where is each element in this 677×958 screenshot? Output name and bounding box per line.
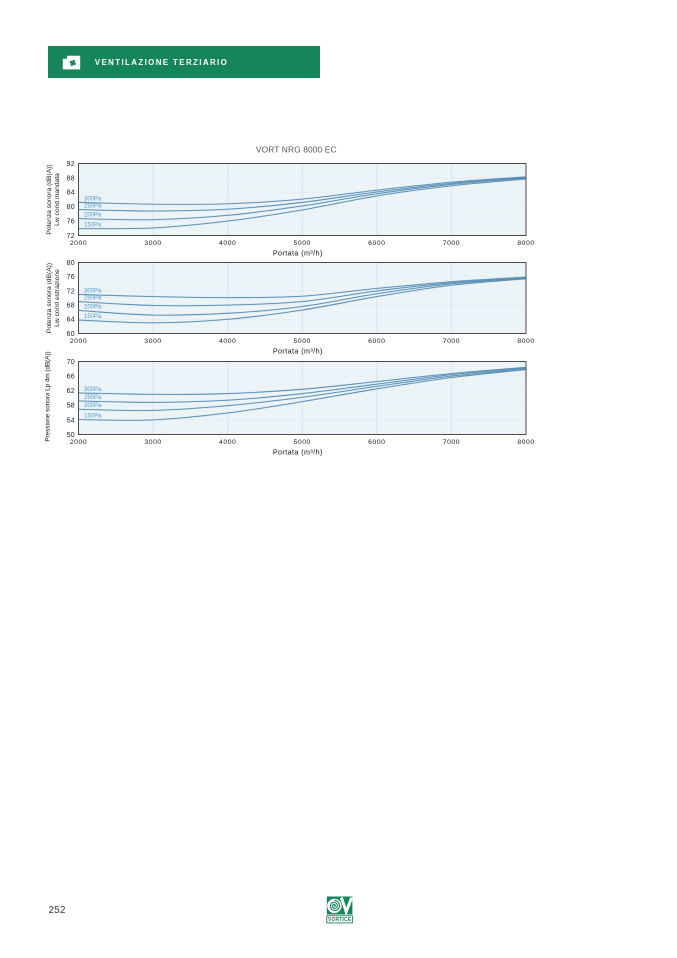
svg-text:7000: 7000 bbox=[443, 240, 460, 247]
svg-text:300Pa: 300Pa bbox=[84, 387, 102, 393]
svg-text:Potenza sonora (dB(A)): Potenza sonora (dB(A)) bbox=[46, 164, 53, 234]
svg-text:150Pa: 150Pa bbox=[84, 314, 102, 320]
svg-text:Portata (m³/h): Portata (m³/h) bbox=[273, 448, 323, 457]
svg-text:2000: 2000 bbox=[70, 338, 87, 345]
svg-text:80: 80 bbox=[67, 204, 75, 211]
svg-text:7000: 7000 bbox=[443, 338, 460, 345]
svg-text:64: 64 bbox=[67, 317, 75, 324]
svg-text:8000: 8000 bbox=[517, 240, 534, 247]
svg-text:84: 84 bbox=[67, 190, 75, 197]
svg-text:7000: 7000 bbox=[443, 439, 460, 446]
svg-text:Pressione sonora Lp 4m (dB(A)): Pressione sonora Lp 4m (dB(A)) bbox=[45, 351, 52, 441]
svg-text:68: 68 bbox=[67, 303, 75, 310]
svg-text:5000: 5000 bbox=[294, 439, 311, 446]
svg-text:Lw cond mandata: Lw cond mandata bbox=[54, 173, 61, 226]
svg-text:54: 54 bbox=[67, 417, 75, 424]
svg-text:6000: 6000 bbox=[368, 439, 385, 446]
svg-text:76: 76 bbox=[67, 219, 75, 226]
svg-text:VORT NRG 8000 EC: VORT NRG 8000 EC bbox=[256, 144, 337, 154]
svg-text:4000: 4000 bbox=[219, 439, 236, 446]
svg-text:2000: 2000 bbox=[70, 240, 87, 247]
svg-text:72: 72 bbox=[67, 233, 75, 240]
svg-text:Portata (m³/h): Portata (m³/h) bbox=[273, 347, 323, 356]
svg-text:VORTICE: VORTICE bbox=[327, 917, 351, 923]
svg-text:50: 50 bbox=[67, 432, 75, 439]
svg-text:2000: 2000 bbox=[70, 439, 87, 446]
svg-text:62: 62 bbox=[67, 388, 75, 395]
svg-text:200Pa: 200Pa bbox=[84, 403, 102, 409]
svg-text:200Pa: 200Pa bbox=[84, 212, 102, 218]
svg-text:Lw cond estrazione: Lw cond estrazione bbox=[54, 269, 61, 327]
svg-text:3000: 3000 bbox=[144, 439, 161, 446]
svg-text:300Pa: 300Pa bbox=[84, 196, 102, 202]
svg-text:70: 70 bbox=[67, 359, 75, 366]
svg-text:92: 92 bbox=[67, 161, 75, 168]
svg-text:250Pa: 250Pa bbox=[84, 203, 102, 209]
svg-text:Potenza sonora (dB(A)): Potenza sonora (dB(A)) bbox=[46, 263, 53, 333]
svg-text:72: 72 bbox=[67, 288, 75, 295]
svg-text:3000: 3000 bbox=[144, 240, 161, 247]
svg-text:5000: 5000 bbox=[294, 338, 311, 345]
svg-text:Portata (m³/h): Portata (m³/h) bbox=[273, 249, 323, 258]
svg-text:8000: 8000 bbox=[517, 338, 534, 345]
svg-text:3000: 3000 bbox=[144, 338, 161, 345]
svg-text:76: 76 bbox=[67, 274, 75, 281]
svg-text:60: 60 bbox=[67, 331, 75, 338]
svg-text:8000: 8000 bbox=[517, 439, 534, 446]
svg-text:150Pa: 150Pa bbox=[84, 413, 102, 419]
svg-text:80: 80 bbox=[67, 260, 75, 267]
svg-text:6000: 6000 bbox=[368, 338, 385, 345]
svg-text:200Pa: 200Pa bbox=[84, 304, 102, 310]
svg-text:4000: 4000 bbox=[219, 240, 236, 247]
svg-text:300Pa: 300Pa bbox=[84, 288, 102, 294]
svg-text:66: 66 bbox=[67, 374, 75, 381]
svg-text:58: 58 bbox=[67, 403, 75, 410]
svg-text:4000: 4000 bbox=[219, 338, 236, 345]
svg-text:5000: 5000 bbox=[294, 240, 311, 247]
svg-text:250Pa: 250Pa bbox=[84, 395, 102, 401]
svg-text:88: 88 bbox=[67, 175, 75, 182]
svg-text:150Pa: 150Pa bbox=[84, 223, 102, 229]
svg-text:6000: 6000 bbox=[368, 240, 385, 247]
svg-text:250Pa: 250Pa bbox=[84, 295, 102, 301]
